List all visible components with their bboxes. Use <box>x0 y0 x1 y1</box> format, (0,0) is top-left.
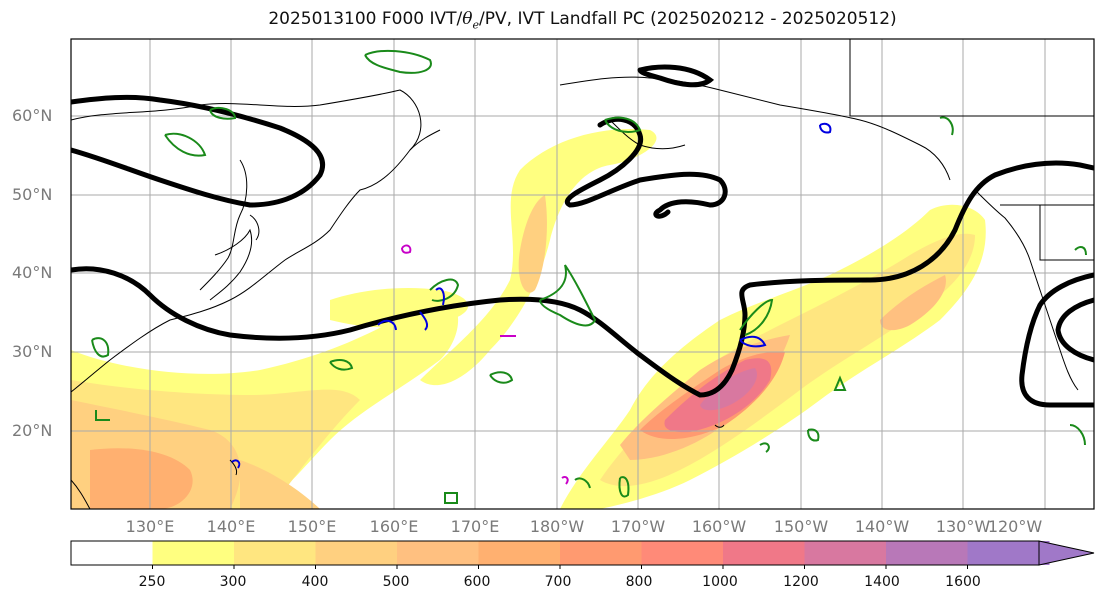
lon-label: 130°E <box>125 517 175 536</box>
colorbar-tick-label: 800 <box>625 574 653 590</box>
theta-e-contours <box>71 64 1094 408</box>
colorbar-tick-label: 600 <box>463 574 491 590</box>
colorbar-tick-label: 1600 <box>945 574 981 590</box>
colorbar-extend-arrow <box>1038 540 1095 566</box>
colorbar-swatch <box>315 541 398 565</box>
colorbar-swatch <box>234 541 316 565</box>
title-theta-subscript: e <box>472 18 480 32</box>
colorbar-tick-label: 1200 <box>783 574 819 590</box>
colorbar-swatch <box>152 541 235 565</box>
colorbar-tick-label: 250 <box>138 574 166 590</box>
lon-label: 160°E <box>369 517 419 536</box>
lat-label-20: 20°N <box>12 421 53 440</box>
lon-label: 160°W <box>691 517 747 536</box>
plot-frame <box>70 38 1095 510</box>
lon-label: 130°W <box>935 517 991 536</box>
colorbar-swatch <box>478 541 561 565</box>
lon-label: 170°W <box>610 517 666 536</box>
colorbar-swatch <box>967 541 1050 565</box>
colorbar-swatch <box>723 541 805 565</box>
lat-label-50: 50°N <box>12 185 53 204</box>
lon-label: 140°W <box>854 517 910 536</box>
lon-label: 170°E <box>450 517 500 536</box>
map-title: 2025013100 F000 IVT/θe/PV, IVT Landfall … <box>0 9 1105 31</box>
lon-label: 150°E <box>287 517 337 536</box>
colorbar-tick-label: 1000 <box>702 574 738 590</box>
colorbar-swatch <box>886 541 968 565</box>
colorbar-swatch <box>71 541 153 565</box>
colorbar-swatch <box>804 541 887 565</box>
title-prefix: 2025013100 F000 IVT/ <box>268 9 463 29</box>
lat-label-40: 40°N <box>12 263 53 282</box>
graticule <box>71 39 1094 509</box>
lon-label: 150°W <box>773 517 829 536</box>
lon-label: 120°W <box>987 517 1043 536</box>
lon-label: 180°W <box>529 517 585 536</box>
colorbar-tick-label: 300 <box>219 574 247 590</box>
lat-label-30: 30°N <box>12 342 53 361</box>
colorbar-tick-label: 400 <box>301 574 329 590</box>
colorbar-swatch <box>641 541 724 565</box>
coastlines <box>71 39 1094 509</box>
colorbar-tick-label: 500 <box>382 574 410 590</box>
pv-green-contours <box>91 49 1087 504</box>
colorbar-swatch <box>560 541 642 565</box>
colorbar-swatch <box>397 541 479 565</box>
colorbar-frame <box>70 540 1040 566</box>
colorbar <box>70 540 1095 569</box>
pv-magenta-contours <box>401 244 569 485</box>
lon-label: 140°E <box>206 517 256 536</box>
pv-blue-contours <box>231 122 832 469</box>
title-suffix: /PV, IVT Landfall PC (2025020212 - 20250… <box>479 9 897 29</box>
colorbar-tick-label: 1400 <box>864 574 900 590</box>
lat-label-60: 60°N <box>12 106 53 125</box>
colorbar-tick-label: 700 <box>544 574 572 590</box>
title-theta: θ <box>462 9 473 29</box>
